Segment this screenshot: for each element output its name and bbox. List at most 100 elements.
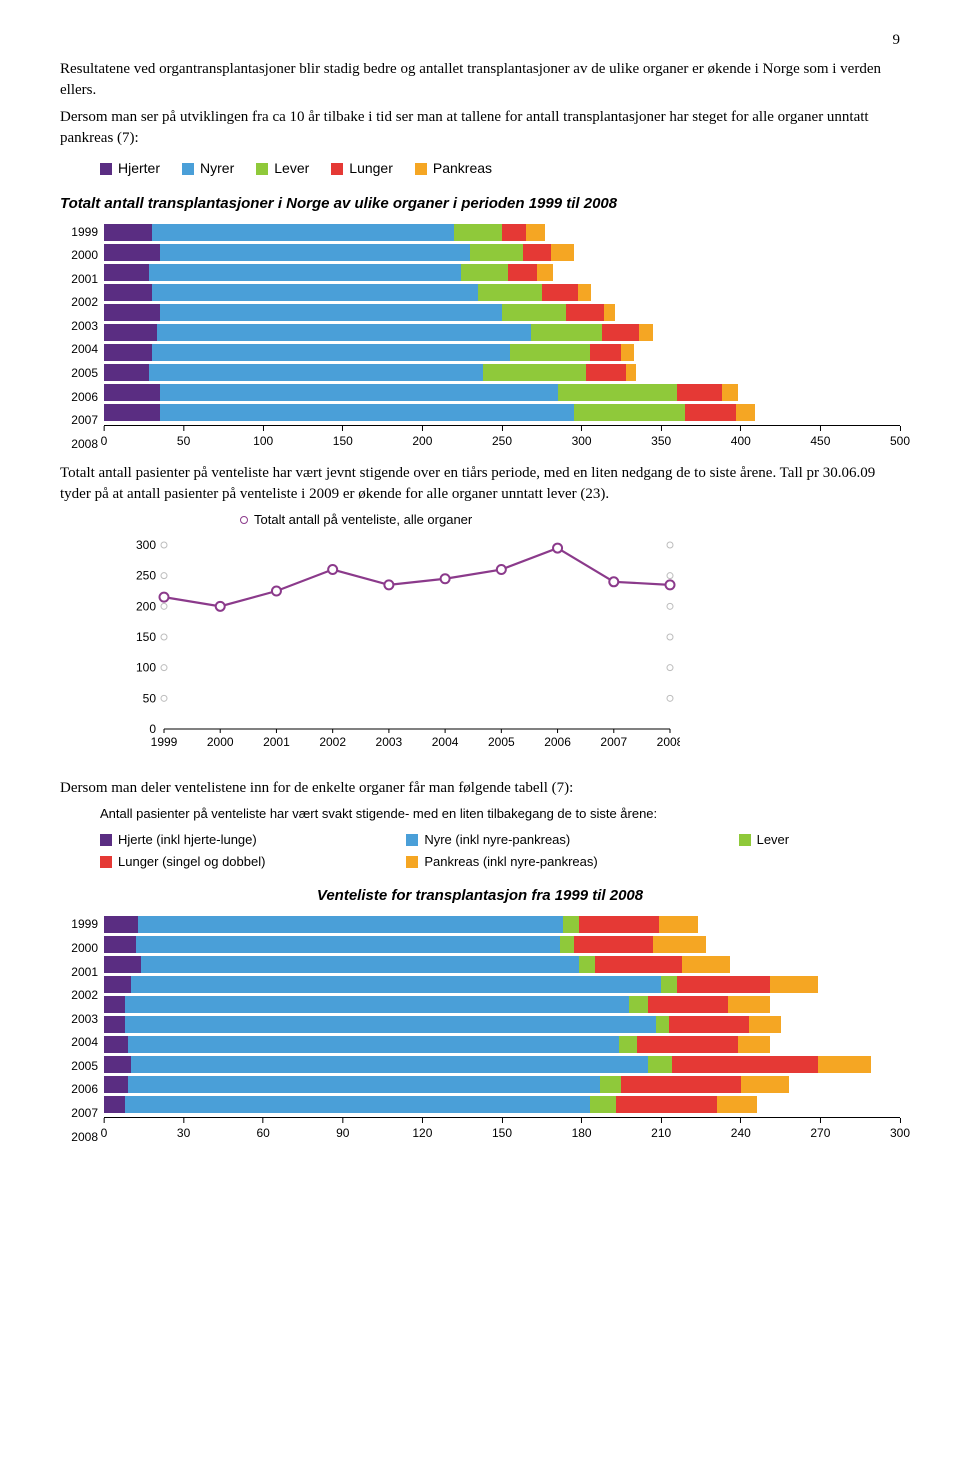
bar-segment bbox=[626, 364, 636, 381]
axis-tick: 200 bbox=[412, 426, 432, 450]
bar-segment bbox=[685, 404, 736, 421]
bar-segment bbox=[566, 304, 604, 321]
legend-swatch bbox=[406, 856, 418, 868]
axis-tick: 180 bbox=[572, 1118, 592, 1142]
bar-segment bbox=[656, 1016, 669, 1033]
year-label: 2000 bbox=[60, 940, 98, 957]
chart2: 5010015020025030001999200020012002200320… bbox=[120, 535, 900, 762]
legend-item: Hjerte (inkl hjerte-lunge) bbox=[100, 831, 376, 849]
bar-row bbox=[104, 916, 900, 933]
svg-text:150: 150 bbox=[136, 630, 156, 644]
legend-label: Pankreas bbox=[433, 159, 492, 179]
year-label: 2004 bbox=[60, 1034, 98, 1051]
chart3-title: Venteliste for transplantasjon fra 1999 … bbox=[60, 885, 900, 906]
bar-row bbox=[104, 284, 900, 301]
bar-segment bbox=[818, 1056, 871, 1073]
svg-text:200: 200 bbox=[136, 599, 156, 613]
chart3: 1999200020012002200320042005200620072008… bbox=[60, 916, 900, 1145]
legend-item: Lever bbox=[739, 831, 900, 849]
year-label: 2001 bbox=[60, 271, 98, 288]
axis-tick: 60 bbox=[257, 1118, 270, 1142]
bar-segment bbox=[470, 244, 523, 261]
legend-label: Lever bbox=[757, 831, 790, 849]
bar-segment bbox=[537, 264, 553, 281]
bar-segment bbox=[600, 1076, 621, 1093]
bar-segment bbox=[560, 936, 573, 953]
axis-tick: 100 bbox=[253, 426, 273, 450]
legend-label: Lunger (singel og dobbel) bbox=[118, 853, 265, 871]
bar-segment bbox=[604, 304, 615, 321]
bar-row bbox=[104, 404, 900, 421]
bar-segment bbox=[672, 1056, 818, 1073]
bar-segment bbox=[590, 344, 622, 361]
bar-row bbox=[104, 264, 900, 281]
bar-segment bbox=[621, 1076, 740, 1093]
bar-segment bbox=[682, 956, 730, 973]
bar-segment bbox=[616, 1096, 717, 1113]
bar-segment bbox=[595, 956, 683, 973]
axis-tick: 0 bbox=[101, 1118, 108, 1142]
chart1-legend: HjerterNyrerLeverLungerPankreas bbox=[100, 159, 900, 179]
bar-segment bbox=[579, 916, 659, 933]
legend-item: Nyre (inkl nyre-pankreas) bbox=[406, 831, 708, 849]
bar-segment bbox=[669, 1016, 749, 1033]
legend-item: Lunger (singel og dobbel) bbox=[100, 853, 376, 871]
bar-segment bbox=[510, 344, 590, 361]
year-label: 2001 bbox=[60, 964, 98, 981]
bar-segment bbox=[677, 384, 722, 401]
bar-row bbox=[104, 304, 900, 321]
bar-segment bbox=[104, 996, 125, 1013]
chart2-legend: Totalt antall på venteliste, alle organe… bbox=[240, 511, 900, 529]
bar-segment bbox=[661, 976, 677, 993]
bar-segment bbox=[551, 244, 573, 261]
bar-segment bbox=[461, 264, 509, 281]
chart3-subtitle: Antall pasienter på venteliste har vært … bbox=[100, 805, 900, 823]
bar-segment bbox=[104, 264, 149, 281]
bar-segment bbox=[104, 224, 152, 241]
bar-segment bbox=[741, 1076, 789, 1093]
svg-text:2006: 2006 bbox=[544, 735, 571, 749]
bar-segment bbox=[125, 996, 629, 1013]
paragraph-3: Totalt antall pasienter på venteliste ha… bbox=[60, 463, 900, 505]
chart2-legend-label: Totalt antall på venteliste, alle organe… bbox=[254, 511, 472, 529]
bar-segment bbox=[526, 224, 545, 241]
bar-segment bbox=[104, 976, 131, 993]
bar-segment bbox=[104, 244, 160, 261]
axis-tick: 250 bbox=[492, 426, 512, 450]
year-label: 2008 bbox=[60, 1129, 98, 1146]
bar-row bbox=[104, 224, 900, 241]
bar-segment bbox=[602, 324, 639, 341]
bar-segment bbox=[483, 364, 586, 381]
svg-text:50: 50 bbox=[143, 691, 157, 705]
bar-segment bbox=[508, 264, 537, 281]
legend-swatch bbox=[415, 163, 427, 175]
chart1: 1999200020012002200320042005200620072008… bbox=[60, 224, 900, 453]
bar-segment bbox=[586, 364, 626, 381]
bar-segment bbox=[160, 304, 502, 321]
year-label: 2008 bbox=[60, 436, 98, 453]
legend-label: Lever bbox=[274, 159, 309, 179]
year-label: 2007 bbox=[60, 1105, 98, 1122]
axis-tick: 350 bbox=[651, 426, 671, 450]
legend-item: Pankreas bbox=[415, 159, 492, 179]
bar-segment bbox=[141, 956, 579, 973]
year-label: 2005 bbox=[60, 365, 98, 382]
axis-tick: 400 bbox=[731, 426, 751, 450]
bar-segment bbox=[717, 1096, 757, 1113]
year-label: 2006 bbox=[60, 1081, 98, 1098]
year-label: 2002 bbox=[60, 987, 98, 1004]
bar-segment bbox=[621, 344, 634, 361]
bar-segment bbox=[579, 956, 595, 973]
bar-segment bbox=[722, 384, 738, 401]
bar-segment bbox=[578, 284, 591, 301]
bar-segment bbox=[104, 936, 136, 953]
legend-item: Lunger bbox=[331, 159, 393, 179]
bar-segment bbox=[659, 916, 699, 933]
bar-segment bbox=[104, 324, 157, 341]
page-number: 9 bbox=[60, 30, 900, 51]
bar-segment bbox=[619, 1036, 638, 1053]
axis-tick: 270 bbox=[810, 1118, 830, 1142]
bar-segment bbox=[454, 224, 502, 241]
svg-text:100: 100 bbox=[136, 660, 156, 674]
paragraph-4: Dersom man deler ventelistene inn for de… bbox=[60, 778, 900, 799]
